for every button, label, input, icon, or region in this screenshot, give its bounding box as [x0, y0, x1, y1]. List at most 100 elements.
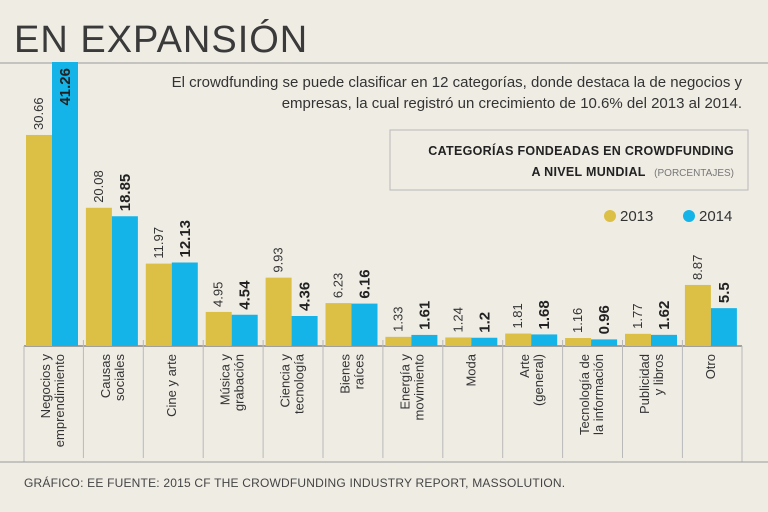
category-label-line: Causas: [98, 354, 113, 399]
category-label-3: Música ygrabación: [218, 354, 247, 412]
value-label-2014-3: 4.54: [237, 280, 254, 310]
bar-2014-1: [111, 216, 138, 346]
value-label-2014-6: 1.61: [416, 301, 433, 330]
bar-2013-8: [505, 333, 532, 346]
category-label-line: Bienes: [338, 354, 353, 394]
category-label-2: Cine y arte: [164, 354, 179, 417]
category-labels: Negocios yemprendimiento Causassociales Ci…: [38, 353, 718, 447]
value-label-2014-2: 12.13: [177, 220, 194, 258]
legend-swatch-2013: [604, 210, 616, 222]
category-label-5: Bienesraíces: [338, 354, 367, 394]
source-footer: GRÁFICO: EE FUENTE: 2015 CF THE CROWDFUN…: [24, 475, 565, 490]
bar-2014-7: [471, 337, 498, 346]
chart-title-line-2-group: A NIVEL MUNDIAL (PORCENTAJES): [531, 163, 734, 180]
category-label-0: Negocios yemprendimiento: [38, 354, 67, 448]
bar-2013-1: [85, 207, 112, 346]
value-label-2014-8: 1.68: [536, 300, 553, 329]
subtitle-line-1: El crowdfunding se puede clasificar en 1…: [172, 74, 743, 91]
value-label-2014-0: 41.26: [57, 68, 74, 106]
value-label-2014-9: 0.96: [596, 305, 613, 334]
value-label-2013-0: 30.66: [31, 97, 46, 130]
value-label-2013-10: 1.77: [630, 304, 645, 329]
subtitle-line-2: empresas, la cual registró un crecimient…: [282, 95, 742, 112]
category-dividers: [82, 340, 683, 458]
category-label-line: Música y: [218, 354, 233, 406]
bar-2014-10: [651, 334, 677, 346]
value-label-2014-4: 4.36: [297, 282, 314, 311]
chart-title-line-1: CATEGORÍAS FONDEADAS EN CROWDFUNDING: [428, 143, 734, 158]
value-label-2014-1: 18.85: [117, 174, 134, 212]
legend-label-2013: 2013: [620, 208, 653, 225]
category-label-6: Energía ymovimiento: [397, 354, 426, 421]
bar-2013-7: [445, 337, 472, 346]
category-label-11: Otro: [703, 354, 718, 379]
value-label-2014-7: 1.2: [476, 312, 493, 333]
bar-2013-5: [325, 303, 352, 346]
bar-2014-4: [291, 315, 318, 346]
category-label-line: tecnología: [292, 353, 307, 414]
bar-2013-0: [26, 134, 52, 346]
bar-2013-2: [145, 263, 172, 346]
bar-2013-9: [565, 338, 592, 346]
category-label-line: grabación: [232, 354, 247, 411]
value-label-2013-7: 1.24: [450, 307, 465, 332]
bar-2013-4: [265, 277, 292, 346]
bar-2014-3: [231, 314, 258, 346]
category-label-line: la información: [591, 354, 606, 435]
legend: 2013 2014: [604, 208, 732, 225]
category-label-1: Causassociales: [98, 354, 127, 401]
value-label-2013-9: 1.16: [570, 308, 585, 333]
chart-title-line-2: A NIVEL MUNDIAL: [531, 165, 645, 179]
category-label-4: Ciencia ytecnología: [278, 353, 307, 414]
value-label-2013-1: 20.08: [91, 170, 106, 203]
value-label-2013-3: 4.95: [211, 282, 226, 307]
category-label-line: sociales: [112, 354, 127, 401]
bar-2014-8: [531, 334, 558, 346]
legend-label-2014: 2014: [699, 208, 732, 225]
category-label-line: Arte: [517, 354, 532, 378]
category-label-line: y libros: [651, 354, 666, 396]
bar-2014-0: [52, 62, 78, 346]
bar-2013-11: [684, 284, 711, 346]
chart-title-box: [389, 129, 749, 191]
category-label-line: emprendimiento: [52, 354, 67, 447]
bar-2014-2: [171, 262, 198, 346]
value-label-2013-5: 6.23: [331, 273, 346, 298]
category-label-line: raíces: [352, 354, 367, 390]
bar-2013-10: [625, 333, 651, 346]
value-label-2013-4: 9.93: [271, 247, 286, 272]
bar-2014-6: [411, 334, 438, 346]
value-label-2013-8: 1.81: [510, 303, 525, 328]
page-title: EN EXPANSIÓN: [14, 18, 308, 61]
category-label-8: Arte(general): [517, 354, 546, 406]
value-label-2013-2: 11.97: [151, 227, 166, 259]
value-label-2014-10: 1.62: [656, 301, 673, 330]
value-label-2014-11: 5.5: [716, 282, 733, 303]
value-labels: 30.66 41.26 20.08 18.85 11.97 12.13 4.95 4.54 9.…: [31, 68, 733, 334]
category-label-line: Ciencia y: [278, 354, 293, 408]
bars-layer: [26, 62, 737, 346]
category-label-line: movimiento: [411, 354, 426, 420]
category-label-line: Cine y arte: [164, 354, 179, 417]
category-label-9: Tecnología dela información: [577, 354, 606, 435]
value-label-2014-5: 6.16: [357, 269, 374, 298]
legend-swatch-2014: [683, 210, 695, 222]
bar-2014-11: [710, 308, 737, 346]
category-label-line: Otro: [703, 354, 718, 379]
value-label-2013-6: 1.33: [390, 307, 405, 332]
category-label-line: Negocios y: [38, 354, 53, 419]
category-label-line: Tecnología de: [577, 354, 592, 435]
chart-units: (PORCENTAJES): [654, 168, 734, 179]
category-label-line: (general): [531, 354, 546, 406]
bar-2014-9: [591, 339, 618, 346]
category-label-line: Energía y: [397, 354, 412, 410]
category-label-7: Moda: [463, 353, 478, 386]
bar-2014-5: [351, 303, 378, 346]
category-label-line: Publicidad: [637, 354, 652, 414]
category-label-line: Moda: [463, 353, 478, 386]
bar-2013-6: [385, 336, 412, 346]
bar-2013-3: [205, 311, 232, 346]
category-label-10: Publicidady libros: [637, 354, 666, 414]
